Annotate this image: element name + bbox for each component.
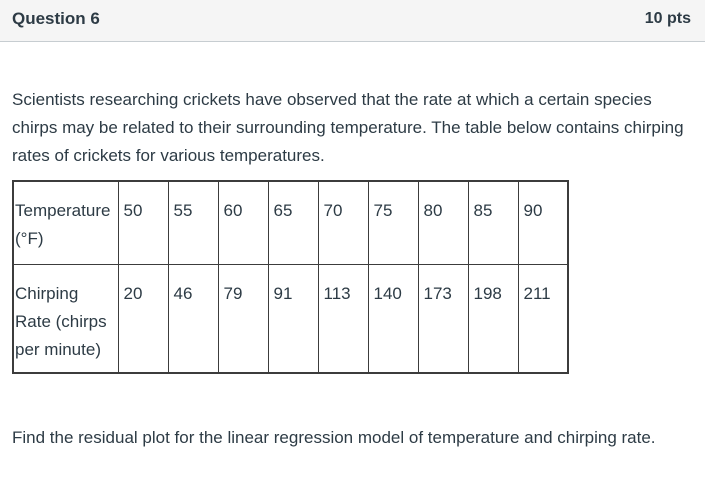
table-cell: 60: [217, 180, 269, 265]
table-row-chirping-rate: Chirping Rate (chirps per minute) 20 46 …: [12, 263, 569, 374]
table-cell: 173: [417, 263, 469, 374]
table-cell: 80: [417, 180, 469, 265]
question-instruction: Find the residual plot for the linear re…: [12, 428, 656, 447]
table-cell: 211: [517, 263, 569, 374]
table-cell: 70: [317, 180, 369, 265]
table-cell: 198: [467, 263, 519, 374]
table-row-temperature: Temperature (°F) 50 55 60 65 70 75 80 85…: [12, 180, 569, 265]
table-cell: 140: [367, 263, 419, 374]
row-header-chirping-rate: Chirping Rate (chirps per minute): [12, 263, 119, 374]
table-cell: 113: [317, 263, 369, 374]
table-cell: 46: [167, 263, 219, 374]
question-header: Question 6 10 pts: [0, 0, 705, 42]
question-points: 10 pts: [644, 10, 691, 27]
table-cell: 50: [117, 180, 169, 265]
row-header-temperature: Temperature (°F): [12, 180, 119, 265]
table-cell: 75: [367, 180, 419, 265]
table-cell: 79: [217, 263, 269, 374]
data-table: Temperature (°F) 50 55 60 65 70 75 80 85…: [12, 180, 569, 374]
table-cell: 90: [517, 180, 569, 265]
table-cell: 20: [117, 263, 169, 374]
question-prompt: Scientists researching crickets have obs…: [12, 90, 684, 165]
table-cell: 65: [267, 180, 319, 265]
question-title: Question 6: [12, 9, 100, 28]
table-cell: 55: [167, 180, 219, 265]
table-cell: 85: [467, 180, 519, 265]
table-cell: 91: [267, 263, 319, 374]
